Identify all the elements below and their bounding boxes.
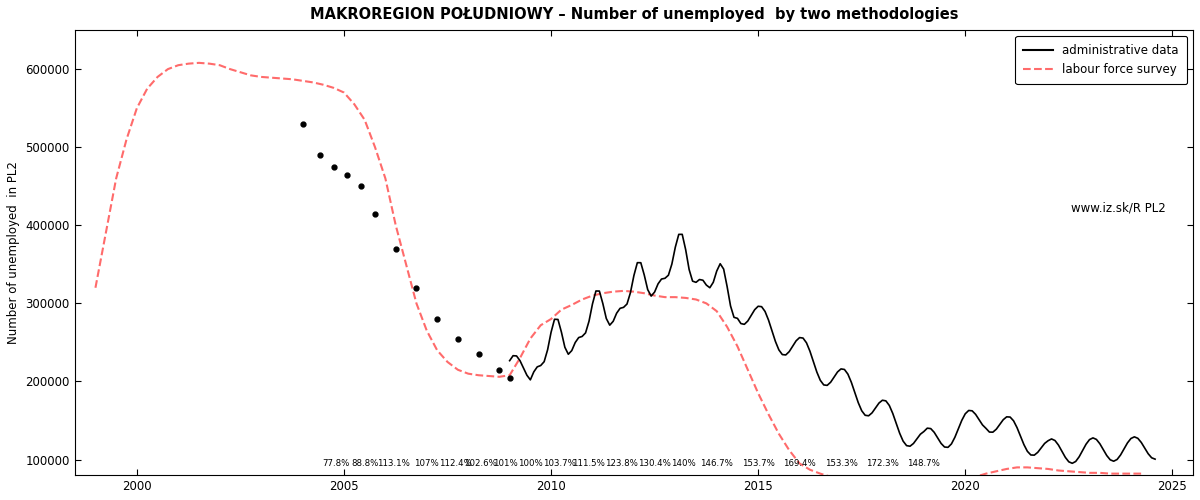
labour force survey — [1134, 470, 1148, 476]
Text: 169.4%: 169.4% — [784, 459, 816, 468]
Text: 172.3%: 172.3% — [866, 459, 899, 468]
Legend: administrative data, labour force survey: administrative data, labour force survey — [1015, 36, 1187, 84]
administrative data — [506, 352, 521, 358]
administrative data — [676, 232, 690, 237]
Title: MAKROREGION POŁUDNIOWY – Number of unemployed  by two methodologies: MAKROREGION POŁUDNIOWY – Number of unemp… — [310, 7, 958, 22]
Text: 146.7%: 146.7% — [701, 459, 733, 468]
Text: 153.7%: 153.7% — [742, 459, 774, 468]
Text: 113.1%: 113.1% — [377, 459, 410, 468]
Text: 107%: 107% — [414, 459, 439, 468]
Text: 123.8%: 123.8% — [605, 459, 638, 468]
administrative data — [1134, 440, 1148, 446]
administrative data — [503, 358, 517, 364]
Text: 100%: 100% — [518, 459, 542, 468]
Text: 112.4%: 112.4% — [439, 459, 473, 468]
Text: 77.8%: 77.8% — [322, 459, 349, 468]
Text: 148.7%: 148.7% — [907, 459, 941, 468]
Text: 103.7%: 103.7% — [542, 459, 576, 468]
Text: 102.6%: 102.6% — [464, 459, 497, 468]
Text: www.iz.sk/R PL2: www.iz.sk/R PL2 — [1072, 202, 1166, 214]
administrative data — [1148, 456, 1163, 462]
Y-axis label: Number of unemployed  in PL2: Number of unemployed in PL2 — [7, 161, 20, 344]
administrative data — [568, 340, 582, 345]
labour force survey — [1010, 464, 1025, 470]
administrative data — [740, 318, 755, 324]
labour force survey — [575, 296, 589, 302]
labour force survey — [192, 60, 206, 66]
Text: 153.3%: 153.3% — [824, 459, 858, 468]
labour force survey — [295, 78, 310, 84]
Line: labour force survey: labour force survey — [96, 63, 1141, 483]
labour force survey — [89, 285, 103, 291]
Line: administrative data: administrative data — [510, 234, 1156, 464]
Text: 130.4%: 130.4% — [638, 459, 671, 468]
labour force survey — [326, 85, 341, 91]
Text: 88.8%: 88.8% — [350, 459, 378, 468]
administrative data — [720, 284, 734, 290]
labour force survey — [926, 478, 941, 484]
labour force survey — [834, 476, 848, 482]
Text: 111.5%: 111.5% — [572, 459, 605, 468]
administrative data — [703, 284, 718, 290]
labour force survey — [875, 480, 889, 486]
Text: 140%: 140% — [671, 459, 696, 468]
Text: 101%: 101% — [493, 459, 518, 468]
administrative data — [1066, 460, 1080, 466]
